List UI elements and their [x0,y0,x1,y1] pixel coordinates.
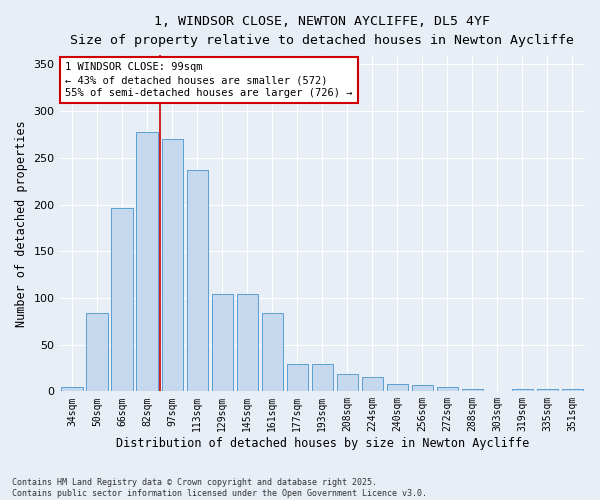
X-axis label: Distribution of detached houses by size in Newton Aycliffe: Distribution of detached houses by size … [116,437,529,450]
Bar [311,364,333,392]
Bar [387,384,408,392]
Y-axis label: Number of detached properties: Number of detached properties [15,120,28,326]
Bar [262,313,283,392]
Bar [212,294,233,392]
Bar [412,385,433,392]
Bar [562,390,583,392]
Bar [187,170,208,392]
Text: Contains HM Land Registry data © Crown copyright and database right 2025.
Contai: Contains HM Land Registry data © Crown c… [12,478,427,498]
Bar [437,386,458,392]
Bar [112,208,133,392]
Bar [537,390,558,392]
Bar [337,374,358,392]
Bar [86,313,108,392]
Text: 1 WINDSOR CLOSE: 99sqm
← 43% of detached houses are smaller (572)
55% of semi-de: 1 WINDSOR CLOSE: 99sqm ← 43% of detached… [65,62,352,98]
Bar [287,364,308,392]
Bar [61,386,83,392]
Bar [512,388,533,392]
Title: 1, WINDSOR CLOSE, NEWTON AYCLIFFE, DL5 4YF
Size of property relative to detached: 1, WINDSOR CLOSE, NEWTON AYCLIFFE, DL5 4… [70,15,574,47]
Bar [362,378,383,392]
Bar [161,139,183,392]
Bar [136,132,158,392]
Bar [236,294,258,392]
Bar [462,390,483,392]
